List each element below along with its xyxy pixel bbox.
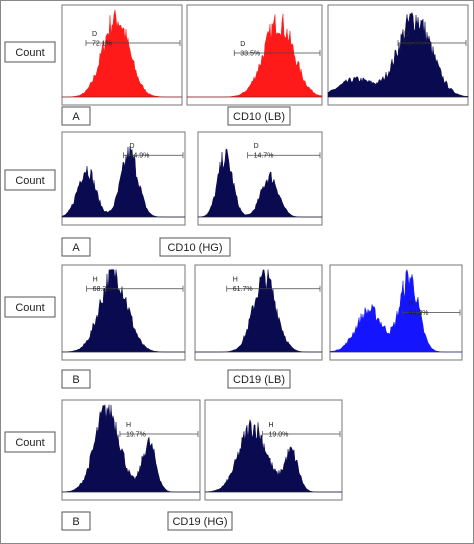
gate-percent: 19.7%	[126, 431, 146, 438]
panel-letter-box	[61, 106, 91, 126]
gate-percent: 68.3%	[93, 286, 113, 293]
gate-percent: 33.5%	[240, 50, 260, 57]
histogram	[327, 11, 469, 98]
gate-name: H	[233, 277, 238, 284]
panel-letter-box	[61, 511, 91, 531]
marker-label: CD19 (HG)	[172, 516, 227, 528]
panel-letter-box	[61, 237, 91, 257]
gate-percent: 61.7%	[233, 286, 253, 293]
gate-percent: 72.1%	[92, 40, 112, 47]
panel-letter: A	[72, 242, 80, 254]
y-axis-label: Count	[15, 302, 44, 314]
gate-percent: 14.7%	[254, 153, 274, 160]
panel-letter-box	[61, 369, 91, 389]
marker-label: CD10 (HG)	[167, 242, 222, 254]
gate-percent: 44.3%	[409, 310, 429, 317]
gate-percent: 56.9%	[404, 40, 424, 47]
gate-percent: 19.0%	[269, 431, 289, 438]
gate-name: D	[254, 143, 259, 150]
gate-name: D	[92, 31, 97, 38]
gate-percent: 14.9%	[130, 153, 150, 160]
gate-name: D	[130, 143, 135, 150]
marker-label: CD19 (LB)	[233, 374, 285, 386]
marker-label-box	[159, 237, 231, 257]
gate-name: H	[269, 422, 274, 429]
panel-letter: A	[72, 111, 80, 123]
panel-letter: B	[72, 516, 79, 528]
marker-label-box	[167, 511, 233, 531]
marker-label-box	[227, 369, 291, 389]
y-axis-label: Count	[15, 47, 44, 59]
y-axis-label: Count	[15, 437, 44, 449]
marker-label-box	[227, 106, 291, 126]
y-axis-label-box	[4, 41, 56, 63]
gate-name: D	[404, 31, 409, 38]
gate-name: H	[126, 422, 131, 429]
gate-name: D	[240, 41, 245, 48]
y-axis-label-box	[4, 296, 56, 318]
gate-name: H	[93, 277, 98, 284]
y-axis-label-box	[4, 431, 56, 453]
y-axis-label: Count	[15, 175, 44, 187]
y-axis-label-box	[4, 169, 56, 191]
panel-letter: B	[72, 374, 79, 386]
gate-name: H	[409, 300, 414, 307]
marker-label: CD10 (LB)	[233, 111, 285, 123]
